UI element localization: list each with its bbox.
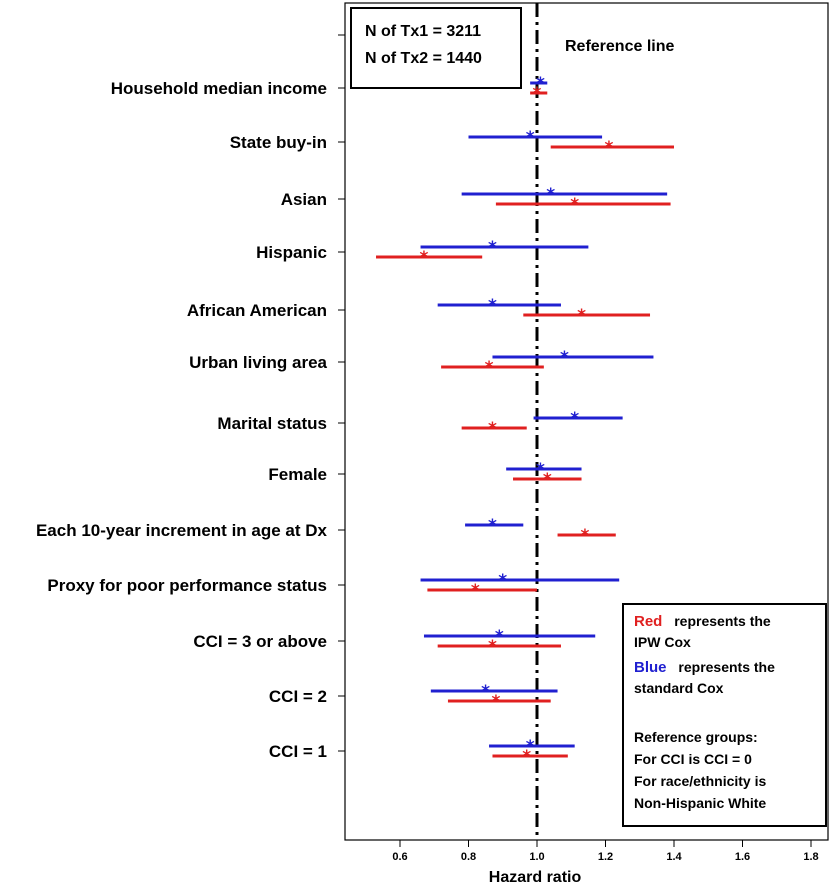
ipw-point-3: * <box>420 248 429 268</box>
standard-point-9: * <box>498 571 507 591</box>
x-axis-tick-labels: 0.6 0.8 1.0 1.2 1.4 1.6 1.8 <box>392 851 818 863</box>
ipw-point-7: * <box>543 470 552 490</box>
category-label-11: CCI = 2 <box>269 687 327 706</box>
category-label-7: Female <box>268 465 327 484</box>
sample-size-tx2: N of Tx2 = 1440 <box>365 50 482 67</box>
ipw-point-8: * <box>581 526 590 546</box>
category-label-1: State buy-in <box>230 133 327 152</box>
x-tick-label-4: 1.4 <box>666 851 682 863</box>
standard-point-8: * <box>488 516 497 536</box>
y-axis-category-labels: Household median income State buy-in Asian… <box>36 79 328 761</box>
standard-point-0: * <box>536 74 545 94</box>
category-label-10: CCI = 3 or above <box>193 632 327 651</box>
ipw-point-2: * <box>570 195 579 215</box>
x-axis-ticks <box>399 840 812 847</box>
x-tick-label-1: 0.8 <box>461 851 476 863</box>
legend-ref-cci: For CCI is CCI = 0 <box>634 751 752 767</box>
ipw-point-10: * <box>488 637 497 657</box>
sample-size-tx1: N of Tx1 = 3211 <box>365 23 481 40</box>
standard-point-7: * <box>536 460 545 480</box>
reference-line-label: Reference line <box>565 38 674 55</box>
y-axis-ticks <box>338 34 345 752</box>
legend-red-text: represents the <box>674 613 771 629</box>
standard-point-12: * <box>526 737 535 757</box>
series-standard-cox: ************* <box>420 74 668 757</box>
category-label-2: Asian <box>281 190 327 209</box>
ipw-point-9: * <box>471 581 480 601</box>
legend-blue-line: Blue represents the <box>634 659 775 676</box>
legend-box: Red represents the IPW Cox Blue represen… <box>622 603 827 827</box>
category-label-3: Hispanic <box>256 243 327 262</box>
category-label-4: African American <box>187 301 327 320</box>
category-label-5: Urban living area <box>189 353 327 372</box>
legend-blue-word: Blue <box>634 659 667 676</box>
legend-ref-groups: Reference groups: <box>634 729 758 745</box>
category-label-0: Household median income <box>111 79 327 98</box>
x-tick-label-5: 1.6 <box>735 851 750 863</box>
standard-point-5: * <box>560 348 569 368</box>
standard-point-2: * <box>546 185 555 205</box>
x-axis-title: Hazard ratio <box>489 869 582 886</box>
ipw-point-5: * <box>485 358 494 378</box>
legend-red-line2: IPW Cox <box>634 634 691 650</box>
standard-point-4: * <box>488 296 497 316</box>
ipw-point-4: * <box>577 306 586 326</box>
ipw-point-11: * <box>491 692 500 712</box>
legend-ref-nhw: Non-Hispanic White <box>634 795 766 811</box>
x-tick-label-0: 0.6 <box>392 851 407 863</box>
category-label-12: CCI = 1 <box>269 742 327 761</box>
standard-point-10: * <box>495 627 504 647</box>
sample-size-box: N of Tx1 = 3211 N of Tx2 = 1440 <box>350 7 522 89</box>
legend-blue-line2: standard Cox <box>634 680 724 696</box>
category-label-9: Proxy for poor performance status <box>47 576 327 595</box>
standard-point-6: * <box>570 409 579 429</box>
ipw-point-1: * <box>604 138 613 158</box>
standard-point-11: * <box>481 682 490 702</box>
ipw-point-0: * <box>533 84 542 104</box>
legend-blue-text: represents the <box>678 659 775 675</box>
category-label-8: Each 10-year increment in age at Dx <box>36 521 328 540</box>
x-tick-label-3: 1.2 <box>598 851 613 863</box>
x-tick-label-2: 1.0 <box>529 851 544 863</box>
legend-ref-race: For race/ethnicity is <box>634 773 766 789</box>
category-label-6: Marital status <box>217 414 327 433</box>
sample-size-box-frame <box>350 7 522 89</box>
legend-box-frame <box>622 603 827 827</box>
legend-red-line: Red represents the <box>634 613 771 630</box>
plot-frame <box>344 2 829 841</box>
standard-point-1: * <box>526 128 535 148</box>
standard-point-3: * <box>488 238 497 258</box>
ipw-point-12: * <box>522 747 531 767</box>
x-tick-label-6: 1.8 <box>803 851 818 863</box>
legend-red-word: Red <box>634 613 662 630</box>
series-ipw-cox: ************* <box>376 84 674 767</box>
ipw-point-6: * <box>488 419 497 439</box>
